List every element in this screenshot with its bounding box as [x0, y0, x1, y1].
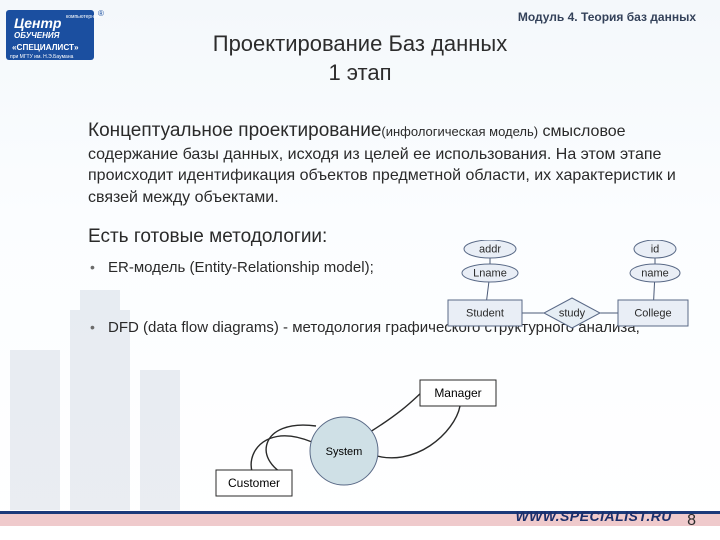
methods-heading: Есть готовые методологии: [88, 226, 327, 248]
er-id-label: id [651, 244, 660, 256]
er-study-label: study [559, 308, 586, 320]
er-addr-label: addr [479, 244, 501, 256]
dfd-flow-2 [370, 392, 422, 432]
title-line-2: 1 этап [328, 60, 391, 85]
reg-mark: ® [98, 9, 104, 18]
dfd-customer-label: Customer [228, 476, 280, 490]
body-paragraph: Концептуальное проектирование(инфологиче… [88, 118, 684, 208]
dfd-flow-3 [370, 406, 460, 458]
er-college-label: College [634, 308, 671, 320]
page-number: 8 [687, 512, 696, 530]
module-label: Модуль 4. Теория баз данных [518, 10, 696, 24]
dfd-system-label: System [326, 446, 363, 458]
er-student-label: Student [466, 308, 504, 320]
logo-line1: Центр [14, 15, 62, 31]
logo-top: компьютерный [66, 13, 101, 20]
slide-title: Проектирование Баз данных 1 этап [0, 30, 720, 87]
bullet-text: ER-модель (Entity-Relationship model); [108, 259, 374, 276]
er-lname-label: Lname [473, 268, 507, 280]
paren-note: (инфологическая модель) [381, 124, 538, 139]
title-line-1: Проектирование Баз данных [213, 31, 508, 56]
er-name-label: name [641, 268, 669, 280]
lead-term: Концептуальное проектирование [88, 120, 381, 141]
footer: WWW.SPECIALIST.RU [0, 508, 720, 530]
footer-site: WWW.SPECIALIST.RU [515, 508, 672, 524]
er-diagram: addr Lname Student study College name id [434, 240, 694, 340]
dfd-manager-label: Manager [434, 386, 481, 400]
slide: компьютерный Центр ОБУЧЕНИЯ «СПЕЦИАЛИСТ»… [0, 0, 720, 540]
dfd-diagram: System Manager Customer [200, 362, 530, 502]
